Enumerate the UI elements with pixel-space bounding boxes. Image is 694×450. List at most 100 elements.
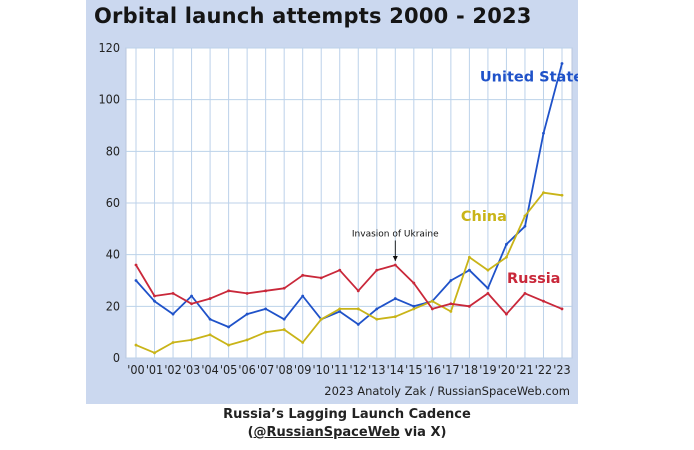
data-point (542, 131, 545, 135)
caption-source: (@RussianSpaceWeb via X) (0, 424, 694, 442)
data-point (449, 302, 453, 306)
data-point (560, 193, 564, 197)
data-point (467, 268, 471, 272)
data-point (208, 297, 212, 300)
data-point (245, 312, 249, 316)
data-point (171, 341, 175, 344)
x-tick-label: '04 (201, 362, 218, 377)
x-tick-label: '13 (368, 362, 385, 377)
data-point (505, 255, 508, 259)
data-point (542, 191, 545, 195)
x-tick-label: '22 (535, 362, 552, 377)
data-point (486, 268, 490, 272)
data-point (393, 263, 397, 267)
y-tick-label: 100 (99, 92, 120, 107)
x-tick-label: '02 (164, 362, 181, 377)
series-line-united-states (135, 63, 563, 328)
data-point (356, 307, 360, 311)
data-point (171, 312, 175, 316)
data-point (153, 294, 156, 298)
data-point (356, 323, 360, 326)
annotation-arrowhead (392, 256, 398, 261)
data-point (264, 330, 268, 334)
data-point (171, 292, 175, 295)
x-tick-label: '03 (183, 362, 200, 377)
data-point (301, 273, 305, 277)
x-tick-label: '21 (516, 362, 533, 377)
y-tick-label: 0 (113, 350, 120, 365)
data-point (190, 294, 193, 298)
data-point (245, 292, 249, 295)
x-tick-label: '08 (275, 362, 292, 377)
data-point (486, 286, 490, 290)
x-tick-label: '16 (424, 362, 441, 377)
x-tick-label: '05 (220, 362, 237, 377)
data-point (375, 317, 379, 321)
data-point (412, 281, 416, 285)
x-tick-label: '11 (331, 362, 348, 377)
data-point (245, 338, 249, 342)
y-tick-label: 20 (106, 298, 120, 313)
data-point (338, 307, 342, 311)
data-point (375, 307, 379, 311)
x-tick-label: '01 (146, 362, 163, 377)
data-point (282, 286, 286, 290)
data-point (264, 307, 268, 311)
data-point (375, 268, 379, 272)
x-tick-label: '23 (553, 362, 570, 377)
data-point (430, 307, 434, 311)
data-point (356, 289, 360, 293)
chart-title: Orbital launch attempts 2000 - 2023 (94, 4, 532, 28)
caption-title: Russia’s Lagging Launch Cadence (223, 407, 471, 422)
data-point (227, 343, 231, 347)
data-point (523, 292, 527, 295)
legend-label-china: China (461, 209, 507, 225)
data-point (134, 279, 138, 282)
x-tick-label: '19 (479, 362, 496, 377)
data-point (393, 315, 397, 319)
legend-label-united-states: United States (480, 70, 578, 86)
data-point (153, 299, 156, 303)
data-point (153, 351, 156, 355)
y-tick-label: 40 (106, 247, 120, 262)
data-point (282, 317, 286, 321)
data-point (208, 333, 212, 337)
data-point (338, 268, 342, 272)
figure-caption: Russia’s Lagging Launch Cadence (@Russia… (0, 406, 694, 442)
y-tick-label: 80 (106, 143, 120, 158)
x-tick-label: '00 (127, 362, 144, 377)
caption-handle-link[interactable]: @RussianSpaceWeb (253, 425, 400, 440)
data-point (227, 325, 231, 329)
annotation-label: Invasion of Ukraine (352, 230, 439, 240)
chart-figure: Orbital launch attempts 2000 - 2023 0 20 4… (86, 0, 578, 404)
x-tick-label: '18 (461, 362, 478, 377)
series-line-china (135, 191, 563, 354)
y-tick-label: 60 (106, 195, 120, 210)
data-point (412, 307, 416, 311)
x-tick-label: '12 (350, 362, 367, 377)
x-tick-label: '20 (498, 362, 515, 377)
data-point (190, 338, 193, 342)
x-tick-label: '06 (238, 362, 255, 377)
x-tick-label: '17 (442, 362, 459, 377)
data-point (560, 62, 564, 65)
data-point (190, 302, 193, 306)
chart-credit: 2023 Anatoly Zak / RussianSpaceWeb.com (324, 384, 570, 398)
legend-label-russia: Russia (507, 271, 561, 287)
x-tick-label: '15 (405, 362, 422, 377)
data-point (467, 304, 471, 308)
data-point (430, 299, 434, 303)
data-point (319, 317, 323, 321)
series-line-russia (135, 264, 563, 316)
data-point (449, 310, 453, 313)
data-point (134, 343, 138, 347)
data-point (505, 312, 508, 316)
data-point (542, 299, 545, 303)
data-point (264, 289, 268, 293)
data-point (523, 224, 527, 228)
data-point (301, 341, 305, 344)
data-point (523, 214, 527, 218)
caption-via: via X) (399, 425, 447, 440)
data-point (393, 297, 397, 300)
